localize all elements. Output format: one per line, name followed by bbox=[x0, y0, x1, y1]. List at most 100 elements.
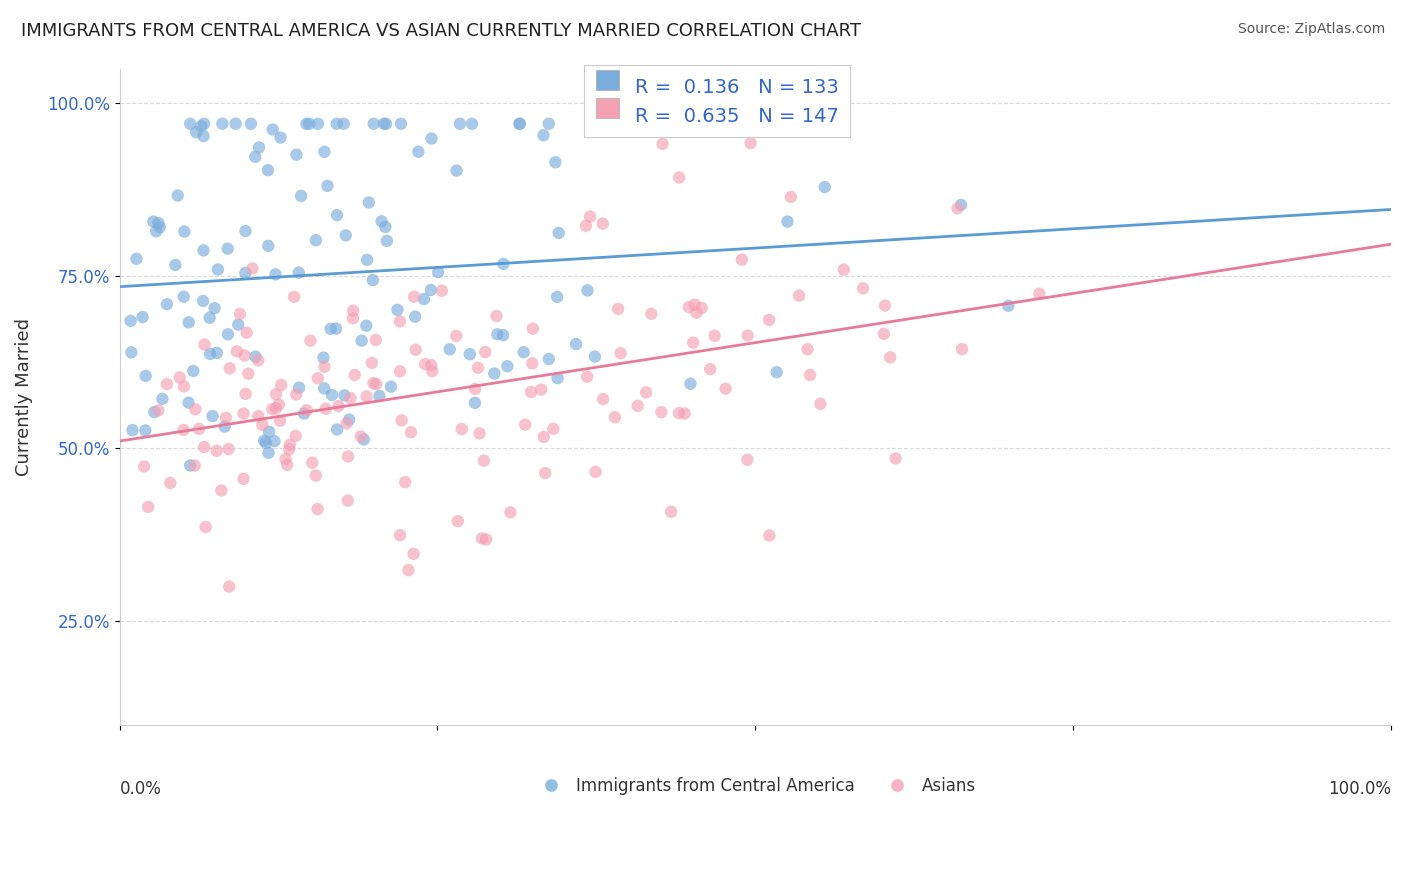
Point bbox=[879, 351, 901, 365]
Point bbox=[267, 398, 290, 412]
Point bbox=[683, 297, 706, 311]
Point bbox=[363, 117, 385, 131]
Point bbox=[640, 307, 662, 321]
Point bbox=[173, 423, 195, 437]
Point bbox=[402, 547, 425, 561]
Point bbox=[198, 310, 221, 325]
Point bbox=[450, 422, 472, 436]
Point bbox=[679, 376, 702, 391]
Point bbox=[257, 163, 280, 178]
Point bbox=[678, 300, 700, 314]
Point bbox=[776, 214, 799, 228]
Point bbox=[547, 226, 569, 240]
Point bbox=[361, 273, 384, 287]
Point bbox=[592, 392, 614, 406]
Point bbox=[404, 310, 426, 324]
Point bbox=[131, 310, 153, 324]
Point bbox=[314, 381, 336, 395]
Point bbox=[264, 401, 287, 416]
Point bbox=[292, 407, 315, 421]
Point bbox=[575, 219, 598, 233]
Point bbox=[148, 216, 170, 230]
Point bbox=[576, 369, 599, 384]
Text: Source: ZipAtlas.com: Source: ZipAtlas.com bbox=[1237, 22, 1385, 37]
Point bbox=[485, 309, 508, 323]
Point bbox=[394, 475, 416, 490]
Point bbox=[183, 458, 205, 473]
Point bbox=[356, 389, 378, 403]
Point bbox=[946, 202, 969, 216]
Point bbox=[366, 377, 388, 392]
Point bbox=[522, 321, 544, 335]
Point bbox=[321, 388, 343, 402]
Point bbox=[283, 290, 305, 304]
Point bbox=[468, 426, 491, 441]
Point bbox=[950, 198, 973, 212]
Point bbox=[247, 409, 270, 423]
Point bbox=[520, 384, 543, 399]
Point bbox=[264, 387, 287, 401]
Point bbox=[780, 190, 803, 204]
Point bbox=[758, 313, 780, 327]
Point bbox=[207, 262, 229, 277]
Point bbox=[235, 224, 257, 238]
Point bbox=[307, 371, 329, 385]
Point bbox=[420, 364, 443, 378]
Point bbox=[179, 458, 201, 473]
Point bbox=[388, 314, 411, 328]
Point bbox=[537, 117, 560, 131]
Point bbox=[342, 303, 364, 318]
Point bbox=[808, 397, 831, 411]
Point bbox=[380, 379, 402, 393]
Point bbox=[420, 358, 443, 372]
Point bbox=[363, 376, 385, 391]
Point bbox=[484, 367, 506, 381]
Point bbox=[333, 388, 356, 402]
Point bbox=[492, 257, 515, 271]
Point bbox=[247, 140, 270, 154]
Point bbox=[240, 261, 263, 276]
Point bbox=[276, 458, 298, 472]
Point bbox=[257, 425, 280, 439]
Point bbox=[873, 326, 896, 341]
Point bbox=[295, 117, 318, 131]
Point bbox=[492, 328, 515, 343]
Point bbox=[337, 412, 360, 426]
Point bbox=[496, 359, 519, 374]
Point bbox=[226, 318, 249, 332]
Point bbox=[419, 283, 441, 297]
Point bbox=[159, 475, 181, 490]
Point bbox=[375, 234, 398, 248]
Point bbox=[225, 117, 247, 131]
Point bbox=[714, 382, 737, 396]
Point bbox=[270, 378, 292, 392]
Point bbox=[232, 472, 254, 486]
Point bbox=[270, 130, 292, 145]
Point bbox=[205, 346, 228, 360]
Point bbox=[636, 385, 658, 400]
Point bbox=[427, 265, 450, 279]
Point bbox=[565, 337, 588, 351]
Point bbox=[361, 356, 384, 370]
Point bbox=[177, 395, 200, 409]
Point bbox=[142, 214, 165, 228]
Point bbox=[218, 361, 240, 376]
Point bbox=[295, 403, 318, 417]
Point bbox=[530, 383, 553, 397]
Point bbox=[486, 327, 509, 342]
Point bbox=[198, 347, 221, 361]
Point bbox=[156, 297, 179, 311]
Point bbox=[173, 290, 195, 304]
Point bbox=[447, 514, 470, 528]
Point bbox=[204, 301, 226, 315]
Point bbox=[190, 119, 212, 133]
Point bbox=[193, 129, 215, 144]
Point bbox=[290, 189, 312, 203]
Point bbox=[278, 442, 301, 457]
Point bbox=[274, 452, 297, 467]
Point bbox=[737, 328, 759, 343]
Point bbox=[398, 563, 420, 577]
Point bbox=[439, 343, 461, 357]
Point bbox=[537, 352, 560, 367]
Point bbox=[235, 266, 257, 280]
